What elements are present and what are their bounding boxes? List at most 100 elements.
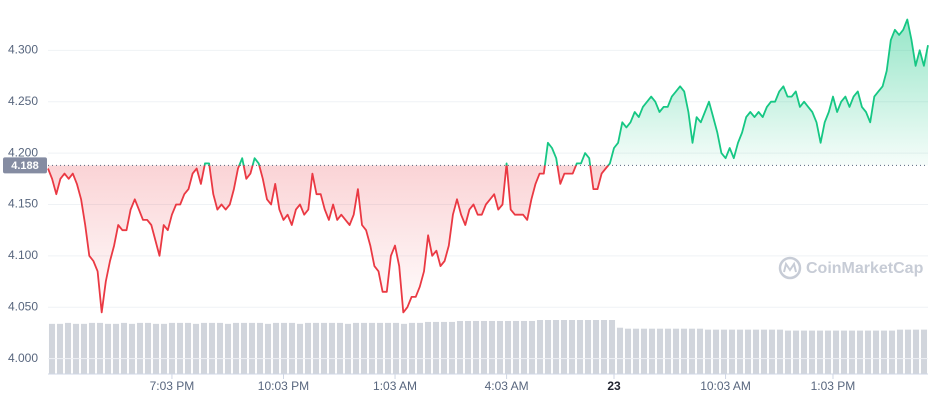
volume-bar: [328, 322, 336, 374]
volume-bar: [728, 329, 736, 374]
volume-bar: [472, 320, 480, 374]
volume-bar: [496, 320, 504, 374]
volume-bar: [776, 329, 784, 374]
volume-bar: [256, 322, 264, 374]
volume-bar: [336, 322, 344, 374]
plot: [47, 18, 929, 314]
volume-bar: [688, 328, 696, 374]
watermark-logo-mark: [783, 261, 797, 273]
volume-bar: [864, 330, 872, 374]
volume-bar: [696, 328, 704, 374]
volume-bar: [896, 329, 904, 374]
volume-bar: [232, 322, 240, 374]
price-line: [47, 18, 929, 314]
volume-bar: [592, 320, 600, 374]
volume-bar: [376, 322, 384, 374]
volume-bar: [920, 329, 928, 374]
baseline-label: 4.188: [11, 160, 39, 172]
volume-bar: [272, 322, 280, 374]
baseline-badge: [3, 157, 47, 174]
volume-bar: [104, 323, 112, 374]
y-tick-label: 4.100: [8, 248, 38, 262]
volume-bar: [816, 330, 824, 374]
volume-bar: [384, 322, 392, 374]
volume-bar: [672, 328, 680, 374]
volume-bar: [304, 322, 312, 374]
y-tick-label: 4.300: [8, 43, 38, 57]
volume-bar: [576, 320, 584, 374]
volume-bar: [440, 321, 448, 374]
volume-bar: [312, 322, 320, 374]
volume-bar: [504, 320, 512, 374]
volume-bar: [912, 329, 920, 374]
volume-bar: [768, 329, 776, 374]
volume-bar: [736, 329, 744, 374]
volume-bar: [88, 322, 96, 374]
volume-bar: [464, 320, 472, 374]
volume-bar: [408, 322, 416, 374]
volume-bar: [136, 322, 144, 374]
x-tick-label: 1:03 AM: [373, 379, 417, 393]
x-tick-label: 1:03 PM: [811, 379, 856, 393]
volume-bar: [368, 322, 376, 374]
volume-bar: [168, 322, 176, 374]
volume-bar: [112, 323, 120, 374]
volume-bar: [528, 320, 536, 374]
volume-bar: [400, 323, 408, 374]
volume-bar: [152, 323, 160, 374]
volume-bar: [512, 320, 520, 374]
volume-bar: [72, 323, 80, 374]
volume-bar: [96, 322, 104, 374]
volume-bar: [552, 320, 560, 374]
x-tick-label: 23: [607, 379, 621, 393]
volume-bar: [840, 330, 848, 374]
volume-bar: [424, 321, 432, 374]
volume-bar: [248, 322, 256, 374]
volume-bar: [536, 320, 544, 374]
volume-bar: [216, 322, 224, 374]
volume-bar: [648, 328, 656, 374]
volume-bar: [640, 328, 648, 374]
volume-bar: [480, 320, 488, 374]
x-tick-label: 7:03 PM: [150, 379, 195, 393]
volume-bar: [120, 322, 128, 374]
volume-bar: [616, 327, 624, 374]
y-tick-label: 4.050: [8, 299, 38, 313]
volume-bar: [176, 322, 184, 374]
volume-bar: [448, 321, 456, 374]
volume-bar: [144, 322, 152, 374]
volume-bar: [184, 322, 192, 374]
volume-bar: [632, 328, 640, 374]
volume-bar: [224, 323, 232, 374]
volume-bar: [792, 330, 800, 374]
volume-bar: [848, 330, 856, 374]
price-area: [48, 19, 928, 313]
volume-bar: [720, 329, 728, 374]
volume-bar: [600, 320, 608, 374]
volume-bar: [680, 328, 688, 374]
volume-bar: [488, 320, 496, 374]
volume-bar: [456, 320, 464, 374]
y-tick-label: 4.200: [8, 145, 38, 159]
volume-bar: [608, 320, 616, 374]
y-tick-label: 4.150: [8, 197, 38, 211]
volume-bar: [320, 322, 328, 374]
y-tick-label: 4.000: [8, 351, 38, 365]
volume-bar: [824, 330, 832, 374]
volume-bar: [544, 320, 552, 374]
volume-bars: [48, 320, 928, 374]
watermark: CoinMarketCap: [778, 256, 924, 280]
volume-bar: [664, 328, 672, 374]
volume-bar: [520, 320, 528, 374]
volume-bar: [56, 323, 64, 374]
volume-bar: [296, 323, 304, 374]
volume-bar: [392, 322, 400, 374]
volume-bar: [352, 322, 360, 374]
volume-bar: [584, 320, 592, 374]
volume-bar: [208, 322, 216, 374]
volume-bar: [568, 320, 576, 374]
volume-bar: [360, 322, 368, 374]
volume-bar: [240, 322, 248, 374]
volume-bar: [264, 323, 272, 374]
